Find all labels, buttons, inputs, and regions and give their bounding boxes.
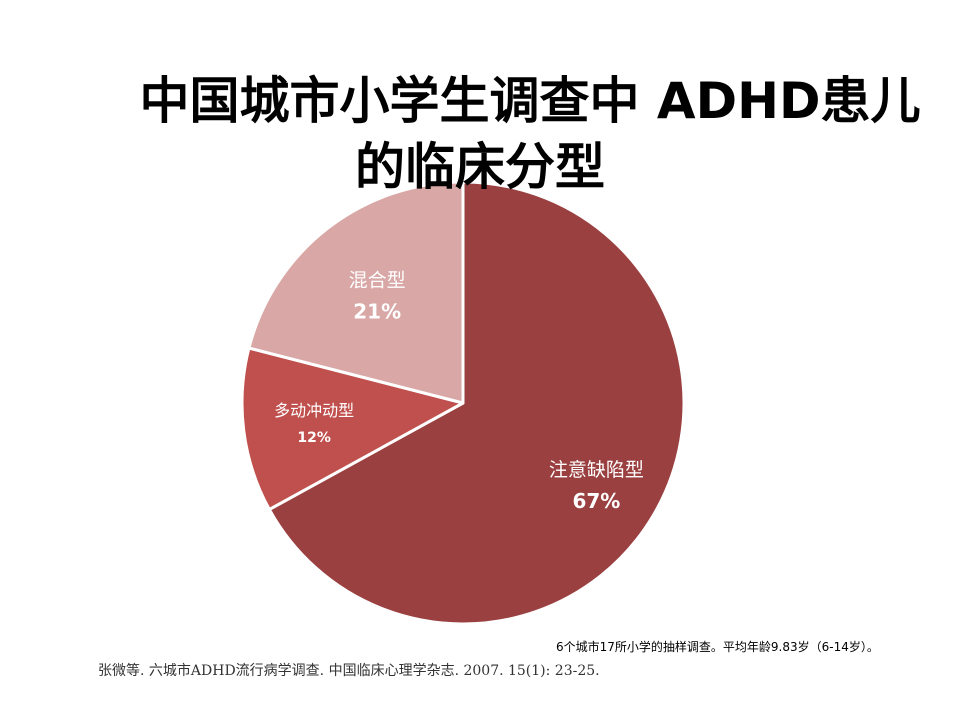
pie-labels: 注意缺陷型 67% 多动冲动型 12% 混合型 21% xyxy=(274,269,644,513)
citation: 张微等. 六城市ADHD流行病学调查. 中国临床心理学杂志. 2007. 15(… xyxy=(98,663,600,679)
slice-name-label: 多动冲动型 xyxy=(274,401,354,420)
pie-slice-3 xyxy=(247,180,465,405)
pie-slices xyxy=(240,180,686,626)
pie-slice-1 xyxy=(267,180,686,626)
slice-percent-label: 12% xyxy=(297,430,331,446)
slice-name-label: 混合型 xyxy=(349,269,406,291)
slide-title: 中国城市小学生调查中 ADHD患儿 的临床分型 xyxy=(0,68,960,200)
survey-note: 6个城市17所小学的抽样调查。平均年龄9.83岁（6-14岁）。 xyxy=(556,640,879,654)
title-line-2: 的临床分型 xyxy=(355,138,605,196)
pie-slice-2 xyxy=(240,346,465,511)
slice-percent-label: 21% xyxy=(353,299,401,323)
slice-name-label: 注意缺陷型 xyxy=(549,459,644,481)
slice-percent-label: 67% xyxy=(572,489,620,513)
title-line-1: 中国城市小学生调查中 ADHD患儿 xyxy=(139,72,921,130)
